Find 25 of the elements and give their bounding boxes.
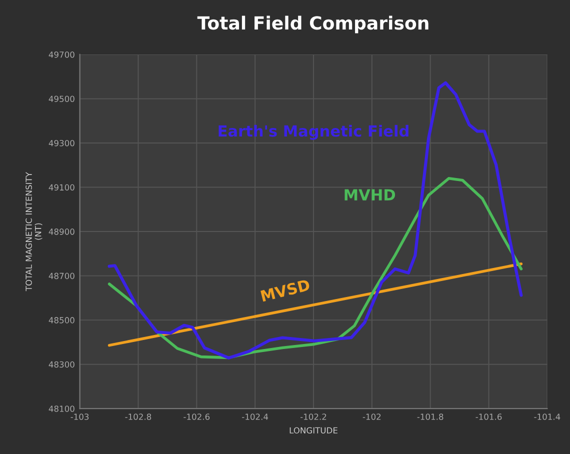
y-tick-label: 48100	[48, 406, 74, 412]
x-tick-label: -101.4	[534, 414, 560, 420]
x-tick-label: -102.4	[242, 414, 268, 420]
y-tick-label: 48300	[48, 361, 74, 368]
series-label: Earth's Magnetic Field	[218, 124, 408, 140]
y-tick-label: 49700	[48, 51, 74, 58]
x-axis-title: LONGITUDE	[290, 427, 338, 434]
x-tick-label: -102.6	[184, 414, 210, 420]
y-tick-label: 48900	[48, 228, 74, 235]
y-tick-label: 49100	[48, 184, 74, 191]
series-label: MVHD	[344, 189, 396, 200]
x-tick-label: -101.8	[417, 414, 444, 420]
line-series	[108, 81, 523, 360]
x-tick-label: -103	[70, 414, 89, 420]
chart-title: Total Field Comparison	[197, 16, 428, 34]
x-tick-label: -101.6	[476, 414, 502, 420]
y-axis-title: TOTAL MAGNETIC INTENSITY (NT)	[26, 172, 42, 292]
x-tick-label: -102	[362, 414, 381, 420]
y-tick-label: 48700	[48, 272, 74, 280]
y-tick-label: 48500	[48, 317, 74, 324]
y-tick-label: 49500	[48, 96, 74, 102]
x-tick-label: -102.8	[125, 414, 152, 420]
y-tick-label: 49300	[48, 140, 74, 146]
text: MVSD	[260, 278, 310, 302]
x-tick-label: -102.2	[300, 414, 326, 420]
